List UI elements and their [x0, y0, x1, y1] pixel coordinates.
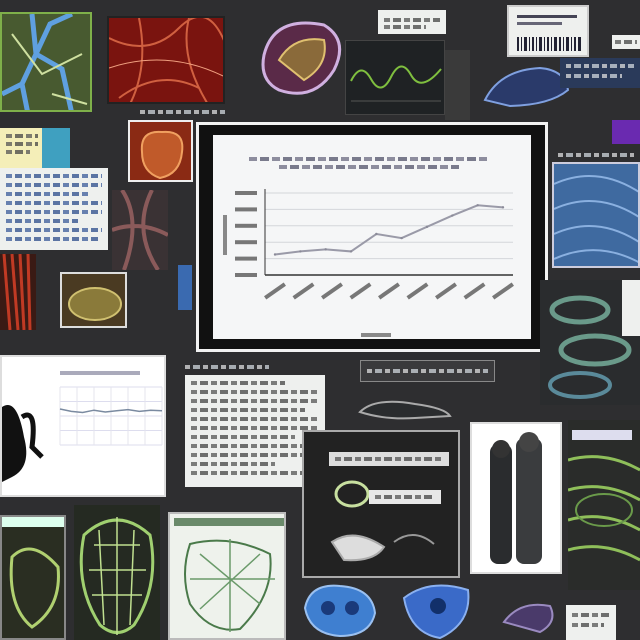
organ-outline-tile — [254, 10, 349, 100]
label-bar-middle — [360, 360, 495, 382]
barcode-card — [507, 5, 589, 57]
chart-data-point — [349, 250, 353, 253]
center-chart-panel — [196, 122, 548, 352]
anatomy-bottom-3 — [168, 512, 286, 640]
chart-data-point — [324, 248, 327, 251]
chart-x-tick-label — [264, 282, 286, 300]
blue-fabric-tile — [552, 162, 640, 268]
chart-data-point — [451, 214, 454, 217]
doc-header-label — [185, 362, 275, 372]
chart-data-point — [425, 225, 429, 229]
red-tissue-tile — [107, 16, 225, 104]
chart-y-tick-label — [235, 191, 257, 195]
blue-skull-2 — [400, 578, 472, 640]
vein-diagram-icon — [2, 14, 90, 110]
chart-data-point — [273, 253, 277, 256]
cavity-photo-icon — [62, 274, 125, 326]
chart-x-tick-label — [435, 282, 457, 300]
organ-outline-icon — [261, 21, 342, 95]
blue-label-strip — [560, 58, 640, 88]
chart-series-line — [274, 204, 504, 256]
waveform-chart — [350, 65, 442, 102]
instrument-icon — [358, 400, 452, 420]
chart-y-tick-label — [235, 240, 257, 245]
sticky-note-left — [0, 128, 44, 168]
lattice-diagram-icon — [74, 505, 160, 640]
green-vessel-diagram-icon — [568, 420, 640, 590]
tissue-caption — [140, 108, 225, 116]
chart-y-tick-label — [235, 223, 257, 228]
network-diagram-icon — [174, 518, 284, 632]
chart-data-point — [476, 204, 479, 207]
waveform-monitor-tile — [345, 40, 445, 115]
barcode-icon — [517, 15, 581, 51]
blue-card-left — [178, 265, 192, 310]
purple-fragment — [612, 120, 640, 144]
note-bottom-right — [566, 605, 616, 640]
sticky-note-top — [378, 10, 446, 34]
blue-skull-icon — [303, 584, 377, 638]
blue-skull-1 — [300, 578, 380, 640]
anatomy-sketch-icon — [2, 517, 64, 638]
chart-x-tick-label — [292, 282, 315, 300]
chart-y-tick-label — [235, 273, 257, 277]
vessel-dark-tile — [112, 190, 168, 270]
chart-y-tick-label — [235, 207, 257, 212]
chart-x-tick-label — [321, 282, 343, 300]
center-line-chart — [223, 189, 514, 337]
label-card-top-right — [612, 35, 640, 49]
chart-x-tick-label — [406, 282, 429, 300]
device-illustration-icon — [483, 66, 570, 108]
chart-y-axis-label — [223, 215, 227, 255]
chart-x-tick-label — [378, 282, 400, 300]
chart-x-tick-label — [463, 282, 486, 300]
anatomy-bottom-1 — [0, 515, 66, 640]
human-silhouette-icon — [490, 432, 542, 564]
chart-x-axis-label — [361, 333, 391, 337]
chart-y-tick-label — [235, 256, 257, 261]
left-chart-panel — [0, 355, 166, 497]
chart-data-point — [299, 250, 302, 253]
skull-card-label — [329, 452, 449, 466]
muscle-fiber-icon — [0, 254, 36, 330]
blue-device-tile — [480, 60, 570, 110]
text-document-center — [185, 375, 325, 487]
red-fibers-tile — [0, 254, 36, 330]
side-note-right — [622, 280, 640, 336]
cyan-card-left — [42, 128, 70, 168]
chart-data-point — [501, 206, 505, 209]
green-diagram-right — [568, 420, 640, 590]
heart-illustration-icon — [130, 122, 191, 180]
text-note-left — [0, 168, 108, 250]
vein-diagram-tile — [0, 12, 92, 112]
chart-data-point — [400, 236, 403, 240]
chart-x-tick-label — [349, 282, 372, 300]
instrument-tile — [355, 392, 455, 424]
tissue-texture-icon — [109, 18, 223, 102]
chart-data-point — [375, 232, 378, 236]
device-bottom-icon — [502, 603, 554, 634]
left-chart-series-line — [59, 408, 163, 414]
center-chart-paper — [213, 135, 531, 339]
purple-device-bottom — [500, 592, 560, 640]
figure-card — [470, 422, 562, 574]
blue-fabric-icon — [554, 164, 638, 266]
blue-skull-icon-2 — [402, 584, 470, 640]
waveform-strip — [445, 50, 470, 120]
skull-illustration-icon — [330, 480, 435, 562]
anatomy-bottom-2 — [74, 505, 160, 640]
label-strip-right — [552, 150, 640, 160]
vessel-illustration-icon — [112, 190, 168, 270]
heart-tile — [128, 120, 193, 182]
skull-card — [302, 430, 460, 578]
skull-card-tag — [369, 490, 441, 504]
left-line-chart — [2, 371, 163, 482]
cavity-photo-tile — [60, 272, 127, 328]
chart-x-tick-label — [492, 282, 514, 300]
